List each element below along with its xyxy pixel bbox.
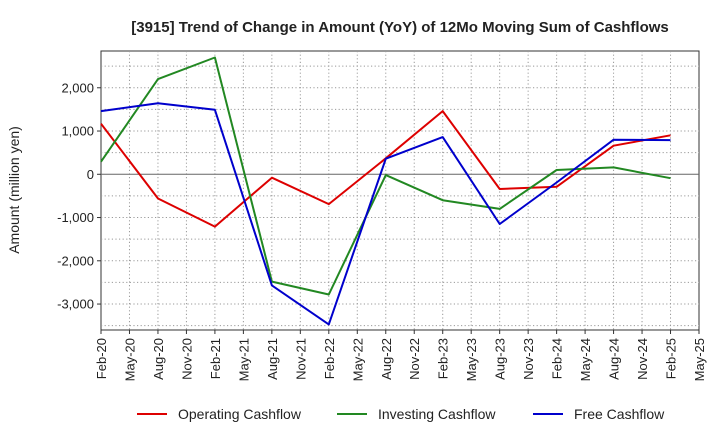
y-tick-label: 1,000 bbox=[61, 124, 94, 139]
x-tick-label: May-21 bbox=[236, 338, 251, 381]
x-tick-label: Aug-20 bbox=[151, 338, 166, 380]
legend-label: Investing Cashflow bbox=[378, 406, 496, 422]
x-tick-label: May-20 bbox=[122, 338, 137, 381]
y-tick-label: -3,000 bbox=[57, 297, 94, 312]
y-tick-label: -2,000 bbox=[57, 253, 94, 268]
chart-title: [3915] Trend of Change in Amount (YoY) o… bbox=[131, 19, 669, 36]
y-tick-label: 2,000 bbox=[61, 80, 94, 95]
x-tick-label: Feb-21 bbox=[208, 338, 223, 379]
y-axis-label: Amount (million yen) bbox=[6, 126, 22, 254]
series-line-free-cashflow bbox=[100, 102, 671, 326]
x-tick-label: Nov-23 bbox=[521, 338, 536, 380]
y-tick-label: 0 bbox=[87, 167, 94, 182]
x-tick-label: Feb-22 bbox=[322, 338, 337, 379]
x-tick-label: May-22 bbox=[350, 338, 365, 381]
x-tick-label: Aug-22 bbox=[379, 338, 394, 380]
x-tick-label: Feb-24 bbox=[550, 338, 565, 379]
x-tick-label: Nov-21 bbox=[293, 338, 308, 380]
x-tick-label: Feb-20 bbox=[94, 338, 109, 379]
x-tick-label: Aug-21 bbox=[265, 338, 280, 380]
legend-label: Operating Cashflow bbox=[178, 406, 302, 422]
series-lines bbox=[100, 56, 671, 326]
plot-area bbox=[100, 50, 700, 331]
legend: Operating Cashflow Investing Cashflow Free… bbox=[137, 406, 665, 422]
x-tick-label: Aug-24 bbox=[607, 338, 622, 380]
x-axis-ticks: Feb-20 May-20 Aug-20 Nov-20 Feb-21 May-21 Aug-… bbox=[94, 330, 707, 381]
x-tick-label: May-23 bbox=[464, 338, 479, 381]
y-axis-ticks: 2,000 1,000 0 -1,000 -2,000 -3,000 bbox=[57, 80, 101, 312]
x-tick-label: Nov-24 bbox=[635, 338, 650, 380]
x-tick-label: Nov-22 bbox=[407, 338, 422, 380]
x-tick-label: May-25 bbox=[692, 338, 707, 381]
x-tick-label: Aug-23 bbox=[493, 338, 508, 380]
x-tick-label: Feb-23 bbox=[436, 338, 451, 379]
y-tick-label: -1,000 bbox=[57, 210, 94, 225]
x-tick-label: Feb-25 bbox=[664, 338, 679, 379]
x-tick-label: May-24 bbox=[578, 338, 593, 381]
x-tick-label: Nov-20 bbox=[179, 338, 194, 380]
legend-label: Free Cashflow bbox=[574, 406, 665, 422]
